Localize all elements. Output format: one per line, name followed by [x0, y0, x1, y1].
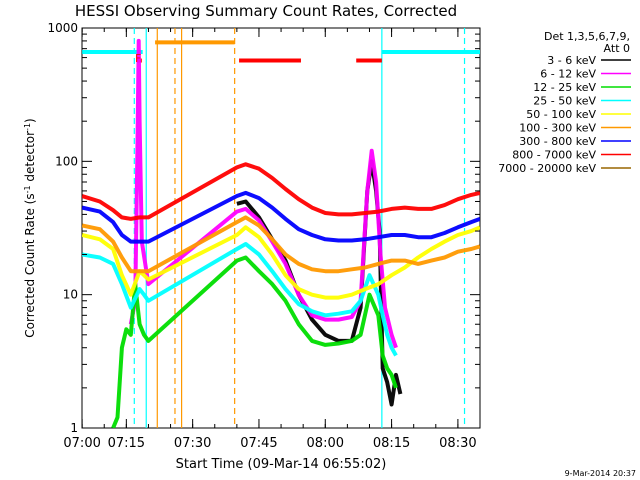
legend-label: 25 - 50 keV: [533, 95, 596, 108]
series-line-1-0: [128, 38, 398, 349]
y-tick-label: 1: [70, 421, 78, 435]
x-tick-label: 08:15: [373, 436, 410, 451]
y-tick-label: 100: [55, 154, 78, 168]
footer-date: 9-Mar-2014 20:37: [565, 469, 636, 478]
y-tick-label: 1000: [47, 21, 78, 35]
y-axis-label-main: Corrected Count Rate (s: [23, 193, 37, 337]
y-axis-label-sup2: -1: [23, 123, 32, 131]
y-axis-label-end: ): [23, 118, 37, 123]
x-axis: 07:00 07:15 07:30 07:45 08:00 08:15 08:30: [63, 28, 481, 451]
legend-label: 6 - 12 keV: [540, 68, 596, 81]
y-axis: 1 10 100 1000: [47, 21, 480, 435]
y-axis-label: Corrected Count Rate (s-1 detector-1): [23, 118, 38, 337]
x-tick-label: 07:15: [108, 436, 145, 451]
x-tick-label: 07:45: [240, 436, 277, 451]
x-tick-label: 07:00: [63, 436, 100, 451]
x-tick-label: 07:30: [174, 436, 211, 451]
series-line-4-0: [82, 225, 480, 300]
x-tick-label: 08:00: [307, 436, 344, 451]
y-axis-label-mid: detector: [23, 131, 37, 186]
flag-label: F: [135, 52, 141, 65]
series-line-5-0: [82, 215, 480, 274]
x-tick-label: 08:30: [439, 436, 476, 451]
legend-label: 300 - 800 keV: [519, 135, 596, 148]
legend-label: 100 - 300 keV: [519, 122, 596, 135]
legend-label: 800 - 7000 keV: [512, 149, 596, 162]
y-axis-label-sup1: -1: [23, 185, 32, 193]
legend-label: 7000 - 20000 keV: [498, 162, 596, 175]
series-line-6-0: [82, 190, 480, 244]
series-line-3-0: [82, 242, 398, 357]
plot-area: [82, 28, 480, 428]
series-line-2-0: [111, 255, 398, 428]
x-axis-label: Start Time (09-Mar-14 06:55:02): [176, 457, 387, 472]
series-line-7-0: [82, 162, 480, 221]
legend-label: 50 - 100 keV: [526, 108, 596, 121]
y-tick-label: 10: [63, 288, 78, 302]
legend-label: 12 - 25 keV: [533, 81, 596, 94]
chart-title: HESSI Observing Summary Count Rates, Cor…: [75, 2, 457, 20]
legend-header-2: Att 0: [604, 42, 630, 55]
legend-label: 3 - 6 keV: [547, 54, 596, 67]
legend-header-1: Det 1,3,5,6,7,9,: [544, 30, 630, 43]
